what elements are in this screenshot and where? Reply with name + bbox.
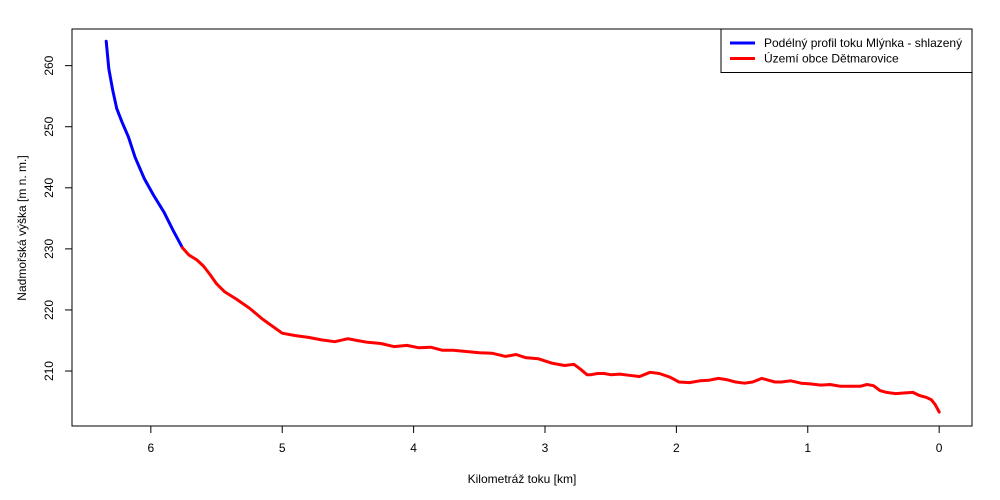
series-layer	[104, 39, 941, 414]
y-tick-label: 250	[42, 116, 56, 136]
x-tick-label: 5	[279, 441, 286, 455]
x-axis-label: Kilometráž toku [km]	[468, 472, 577, 486]
y-axis: 210 220 230 240 250 260	[42, 55, 72, 381]
legend: Podélný profil toku Mlýnka - shlazenýÚze…	[720, 28, 973, 73]
y-axis-label: Nadmořská výška [m n. m.]	[15, 155, 29, 300]
y-tick-label: 220	[42, 300, 56, 320]
x-tick-label: 2	[673, 441, 680, 455]
x-tick-label: 1	[804, 441, 811, 455]
y-tick-label: 230	[42, 239, 56, 259]
legend-label-2: Území obce Dětmarovice	[764, 51, 899, 66]
x-axis: 6 5 4 3 2 1 0	[147, 426, 943, 455]
series-line-1	[104, 39, 184, 250]
y-tick-label: 210	[42, 361, 56, 381]
x-tick-label: 0	[936, 441, 943, 455]
y-tick-label: 240	[42, 177, 56, 197]
legend-box	[720, 28, 973, 73]
legend-label-1: Podélný profil toku Mlýnka - shlazený	[764, 36, 962, 50]
series-line-2	[180, 246, 941, 414]
x-tick-label: 3	[542, 441, 549, 455]
y-tick-label: 260	[42, 55, 56, 75]
x-tick-label: 4	[410, 441, 417, 455]
plot-frame	[71, 28, 973, 427]
x-tick-label: 6	[147, 441, 154, 455]
